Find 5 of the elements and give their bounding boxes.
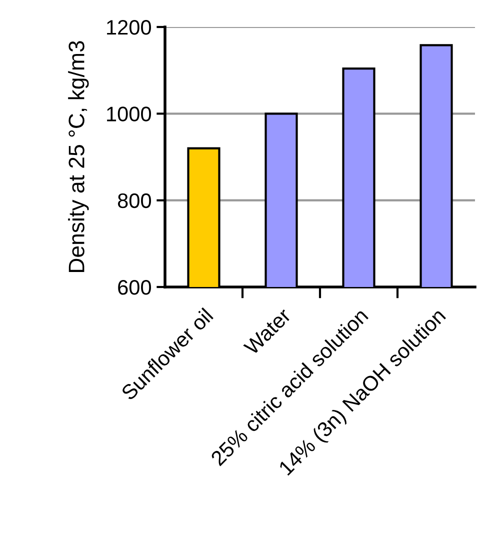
y-tick-label: 800 — [118, 193, 151, 208]
y-tick-label: 1000 — [107, 106, 151, 122]
y-axis-title: Density at 25 °C, kg/m3 — [68, 41, 89, 272]
y-tick-label: 1200 — [107, 20, 151, 35]
y-tick-label: 600 — [118, 280, 151, 295]
